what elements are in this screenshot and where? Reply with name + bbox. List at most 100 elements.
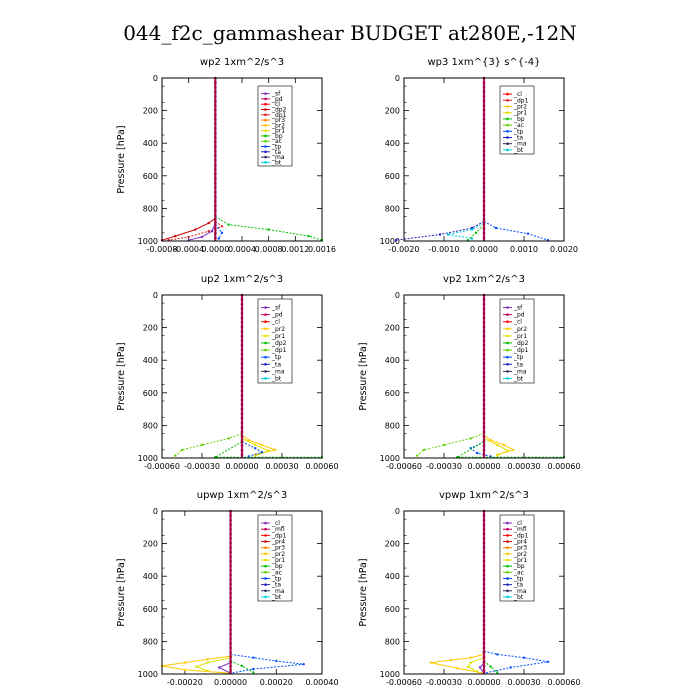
x-tick-label: -0.00020 — [167, 678, 203, 687]
zero-profile-marker — [482, 637, 486, 641]
zero-profile-marker — [482, 573, 486, 577]
legend-marker — [264, 150, 267, 154]
legend-marker — [506, 571, 509, 574]
legend-marker — [264, 552, 267, 556]
zero-profile-marker — [214, 209, 217, 212]
zero-profile-marker — [229, 614, 232, 618]
plot-frame — [161, 294, 323, 459]
zero-profile-marker — [240, 439, 244, 443]
series-point — [470, 228, 474, 231]
zero-profile-marker — [482, 186, 486, 189]
legend-marker — [264, 370, 267, 373]
legend-label: _tp — [271, 354, 281, 361]
zero-profile-marker — [214, 131, 217, 135]
y-tick-label: 0 — [153, 291, 158, 300]
legend-marker — [264, 320, 267, 324]
legend-marker — [506, 320, 509, 324]
panel-1: wp2 1xm^2/s^3 Pressure [hPa] 0 200 400 600 800… — [116, 57, 336, 254]
zero-profile-marker — [482, 591, 486, 595]
x-tick-label: 0.00000 — [214, 678, 247, 687]
zero-profile-marker — [482, 448, 486, 452]
y-tick-label: 600 — [143, 605, 158, 614]
x-tick-label: -0.0004 — [173, 245, 204, 254]
zero-profile-marker — [229, 569, 232, 572]
zero-profile-marker — [214, 190, 217, 194]
zero-profile-marker — [240, 412, 244, 415]
legend: _cl_mfl_dp1_pr4_pr3_pr2_pr1_bp_ac_tp_ta_… — [257, 514, 293, 602]
x-tick-label: 0.00060 — [305, 462, 338, 471]
x-tick-label: -0.0008 — [147, 245, 178, 254]
zero-profile-marker — [482, 81, 486, 84]
legend-marker — [264, 527, 267, 531]
series-line — [241, 434, 278, 456]
zero-profile-marker — [214, 85, 217, 89]
series-point — [260, 443, 264, 447]
series-point — [267, 228, 270, 231]
zero-profile-marker — [214, 218, 217, 221]
series-point — [240, 664, 244, 668]
plot-frame — [161, 510, 323, 675]
legend: _sf_pd_cl_pr2_pr1_dp2_dp1_tp_ta_ma_bt — [257, 298, 293, 384]
zero-profile-marker — [482, 231, 486, 235]
legend-marker — [264, 534, 267, 537]
series-point — [217, 237, 220, 240]
y-tick-label: 400 — [143, 139, 158, 148]
series-point — [195, 665, 198, 668]
legend-label: _ma — [513, 368, 527, 375]
legend-marker — [506, 355, 509, 359]
series-line — [483, 650, 549, 674]
legend-label: _mfl — [271, 526, 285, 533]
zero-profile-marker — [214, 227, 217, 230]
legend-marker — [264, 355, 267, 359]
zero-profile-marker — [229, 651, 232, 654]
legend-label: _dp1 — [513, 347, 529, 354]
legend-label: _ma — [513, 141, 527, 148]
zero-profile-marker — [229, 527, 232, 531]
zero-profile-marker — [482, 99, 486, 103]
y-tick-label: 400 — [143, 356, 158, 365]
legend-marker — [264, 97, 267, 101]
series-point — [469, 437, 472, 440]
zero-profile-marker — [240, 426, 244, 429]
zero-profile-marker — [482, 353, 486, 356]
zero-profile-marker — [240, 348, 244, 352]
legend-marker — [264, 577, 267, 580]
series-point — [489, 665, 492, 668]
x-tick-label: 0.00030 — [265, 462, 298, 471]
zero-profile-marker — [482, 375, 486, 379]
x-tick-label: 0.00060 — [547, 678, 580, 687]
legend-marker — [506, 334, 509, 338]
zero-profile-marker — [229, 564, 232, 568]
legend-label: _tp — [513, 128, 523, 135]
zero-profile-marker — [482, 122, 486, 125]
series-line — [213, 441, 322, 458]
series-point — [254, 447, 257, 450]
plot-frame — [403, 510, 565, 675]
zero-profile-marker — [482, 389, 486, 393]
zero-profile-marker — [482, 199, 486, 203]
panel-title: up2 1xm^2/s^3 — [201, 274, 283, 285]
legend-label: _pr1 — [271, 557, 285, 564]
zero-profile-marker — [214, 122, 217, 125]
series-line — [241, 441, 264, 457]
zero-profile-marker — [240, 330, 244, 333]
legend-marker — [264, 595, 267, 599]
y-tick-label: 200 — [385, 107, 400, 116]
y-tick-label: 1000 — [380, 237, 400, 246]
series-point — [200, 443, 204, 447]
x-tick-label: -0.00060 — [386, 678, 422, 687]
legend-marker — [264, 102, 267, 106]
series-line — [217, 662, 231, 674]
zero-profile-marker — [482, 453, 486, 457]
x-tick-label: 0.00000 — [467, 462, 500, 471]
zero-profile-marker — [229, 514, 232, 517]
zero-profile-marker — [482, 330, 486, 333]
y-tick-label: 1000 — [138, 670, 158, 679]
legend-marker — [264, 161, 267, 164]
legend-label: _bt — [513, 594, 524, 601]
panel-3: up2 1xm^2/s^3 Pressure [hPa] 0 200 400 600 800… — [116, 274, 339, 471]
zero-profile-marker — [214, 181, 217, 185]
legend-marker — [506, 130, 509, 133]
series-line — [230, 653, 304, 674]
panel-6: vpwp 1xm^2/s^3 Pressure [hPa] 0 200 400 600 80… — [358, 490, 581, 687]
